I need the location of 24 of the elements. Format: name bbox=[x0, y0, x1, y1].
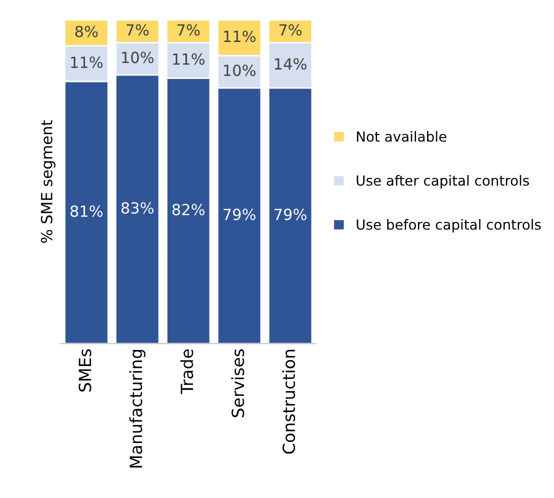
data-label: 7% bbox=[126, 24, 149, 36]
legend-label: Not available bbox=[356, 131, 446, 142]
data-label: 82% bbox=[172, 204, 204, 216]
data-label: 10% bbox=[224, 64, 256, 76]
data-label: 11% bbox=[224, 30, 256, 42]
data-label: 10% bbox=[122, 52, 154, 64]
y-axis-title: % SME segment bbox=[40, 120, 56, 243]
legend-label: Use after capital controls bbox=[356, 175, 529, 188]
x-tick-label: Construction bbox=[282, 350, 296, 454]
data-label: 79% bbox=[274, 208, 306, 220]
x-tick-label: Trade bbox=[180, 349, 194, 394]
data-label: 7% bbox=[177, 24, 200, 36]
legend-label: Use before capital controls bbox=[356, 219, 541, 232]
data-label: 7% bbox=[279, 24, 302, 36]
data-label: 11% bbox=[173, 53, 204, 65]
data-label: 11% bbox=[71, 56, 103, 68]
data-label: 83% bbox=[121, 202, 154, 214]
data-label: 8% bbox=[75, 26, 98, 38]
data-label: 81% bbox=[70, 205, 103, 217]
x-tick-label: SMEs bbox=[78, 349, 92, 392]
data-label: 79% bbox=[224, 208, 256, 220]
data-label: 14% bbox=[274, 58, 306, 70]
x-tick-label: Servises bbox=[231, 349, 244, 418]
x-tick-label: Manufacturing bbox=[129, 350, 146, 468]
